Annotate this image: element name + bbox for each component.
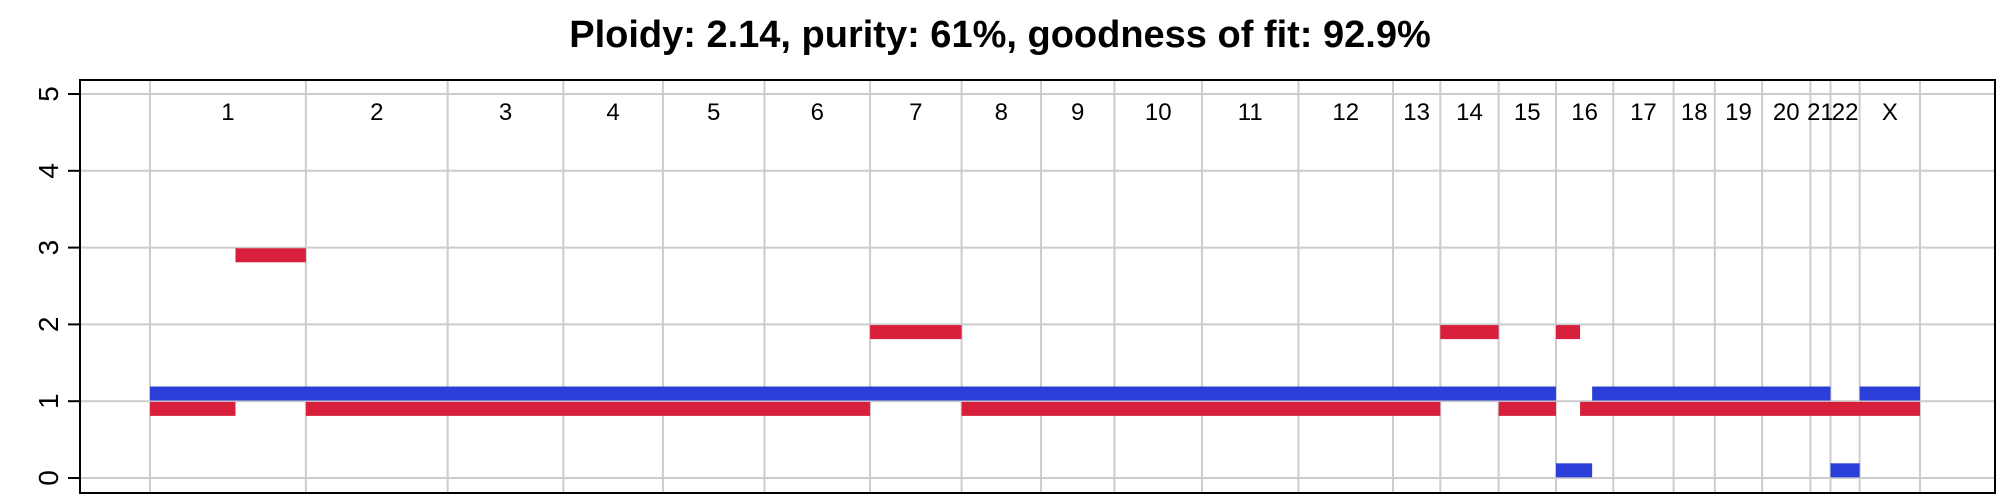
- chromosome-label-6: 6: [811, 99, 824, 126]
- chromosome-label-15: 15: [1514, 99, 1541, 126]
- segment-series-0-3: [1830, 463, 1860, 478]
- chromosome-label-13: 13: [1403, 99, 1430, 126]
- grid: [80, 80, 1995, 493]
- y-tick-label-4: 4: [33, 163, 64, 179]
- chromosome-label-X: X: [1882, 99, 1898, 126]
- segment-series-0-1: [1555, 463, 1593, 478]
- segment-series-1-5: [1440, 325, 1499, 340]
- segment-series-1-8: [1580, 401, 1920, 416]
- y-tick-label-5: 5: [33, 86, 64, 102]
- chromosome-label-19: 19: [1725, 99, 1752, 126]
- chromosome-label-14: 14: [1456, 99, 1483, 126]
- chromosome-label-11: 11: [1238, 99, 1263, 126]
- chromosome-label-5: 5: [707, 99, 720, 126]
- chromosome-label-7: 7: [909, 99, 922, 126]
- chromosome-label-8: 8: [995, 99, 1008, 126]
- segment-series-0-4: [1859, 386, 1920, 401]
- segment-series-1-1: [235, 248, 306, 263]
- segment-series-1-7: [1555, 325, 1581, 340]
- chromosome-label-16: 16: [1571, 99, 1598, 126]
- y-axis: 0 1 2 3 4 5: [33, 86, 80, 486]
- chromosome-label-3: 3: [499, 99, 512, 126]
- y-tick-label-0: 0: [33, 470, 64, 486]
- chromosome-label-1: 1: [221, 99, 234, 126]
- chromosome-label-20: 20: [1773, 99, 1800, 126]
- chromosome-label-4: 4: [606, 99, 619, 126]
- segment-series-1-3: [870, 325, 962, 340]
- chromosome-label-10: 10: [1145, 99, 1172, 126]
- segment-series-0-2: [1592, 386, 1831, 401]
- chromosome-label-2: 2: [370, 99, 383, 126]
- y-tick-label-2: 2: [33, 317, 64, 333]
- y-tick-label-1: 1: [33, 393, 64, 409]
- chromosome-label-17: 17: [1630, 99, 1657, 126]
- segment-series-0-0: [150, 386, 1556, 401]
- chromosome-label-18: 18: [1681, 99, 1708, 126]
- chromosome-label-12: 12: [1332, 99, 1359, 126]
- plot-frame: [79, 79, 1996, 494]
- chromosome-label-21: 21: [1807, 99, 1834, 126]
- y-tick-label-3: 3: [33, 240, 64, 256]
- chromosome-label-9: 9: [1071, 99, 1084, 126]
- segment-series-1-0: [150, 401, 236, 416]
- chart-title: Ploidy: 2.14, purity: 61%, goodness of f…: [569, 14, 1431, 56]
- segment-series-1-2: [305, 401, 871, 416]
- segment-series-1-4: [961, 401, 1441, 416]
- chromosome-label-22: 22: [1832, 99, 1859, 126]
- segment-series-1-6: [1498, 401, 1556, 416]
- segments: [150, 248, 1920, 478]
- plot-border: [79, 79, 1996, 494]
